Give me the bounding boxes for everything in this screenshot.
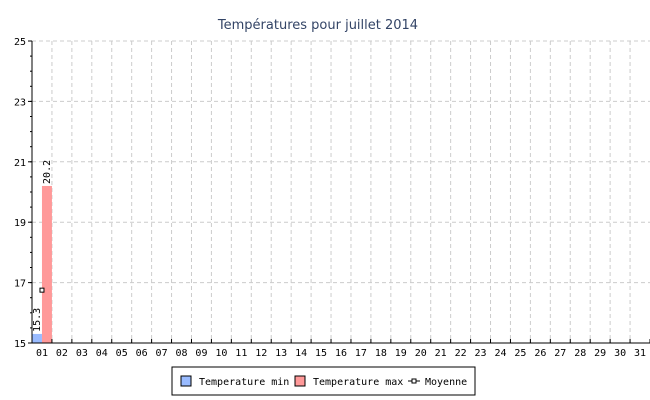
x-tick-label: 02 — [56, 348, 68, 359]
legend-label-max: Temperature max — [313, 377, 403, 388]
x-tick-label: 03 — [76, 348, 88, 359]
x-tick-label: 25 — [514, 348, 526, 359]
x-tick-label: 04 — [96, 348, 108, 359]
x-tick-label: 12 — [255, 348, 267, 359]
x-tick-label: 15 — [315, 348, 327, 359]
y-tick-label: 15 — [14, 339, 26, 350]
x-tick-label: 29 — [594, 348, 606, 359]
y-tick-label: 25 — [14, 37, 26, 48]
x-tick-label: 11 — [235, 348, 247, 359]
x-tick-label: 20 — [415, 348, 427, 359]
x-tick-label: 16 — [335, 348, 347, 359]
data-label-min: 15.3 — [32, 308, 43, 332]
y-tick-label: 23 — [14, 97, 26, 108]
y-tick-label: 21 — [14, 158, 26, 169]
x-tick-label: 10 — [215, 348, 227, 359]
legend: Temperature min Temperature max Moyenne — [171, 366, 476, 396]
legend-swatch-min — [180, 375, 192, 387]
x-tick-label: 27 — [554, 348, 566, 359]
legend-label-min: Temperature min — [199, 377, 289, 388]
x-tick-label: 26 — [534, 348, 546, 359]
y-tick-label: 19 — [14, 218, 26, 229]
x-tick-label: 28 — [574, 348, 586, 359]
legend-marker-moyenne — [411, 378, 417, 384]
x-tick-label: 24 — [494, 348, 506, 359]
x-tick-label: 23 — [475, 348, 487, 359]
point-moyenne — [39, 287, 45, 293]
x-tick-label: 13 — [275, 348, 287, 359]
x-tick-label: 31 — [634, 348, 646, 359]
y-tick-label: 17 — [14, 279, 26, 290]
bar-temperature-min — [32, 333, 42, 343]
x-tick-label: 19 — [395, 348, 407, 359]
x-tick-label: 09 — [195, 348, 207, 359]
x-tick-label: 30 — [614, 348, 626, 359]
data-label-max: 20.2 — [42, 160, 53, 184]
chart-title: Températures pour juillet 2014 — [217, 18, 418, 33]
x-tick-label: 06 — [136, 348, 148, 359]
legend-swatch-max — [294, 375, 306, 387]
x-tick-label: 01 — [36, 348, 48, 359]
x-tick-label: 07 — [156, 348, 168, 359]
legend-label-moyenne: Moyenne — [425, 377, 467, 388]
x-tick-label: 08 — [175, 348, 187, 359]
x-tick-label: 22 — [455, 348, 467, 359]
x-tick-label: 05 — [116, 348, 128, 359]
x-tick-label: 14 — [295, 348, 307, 359]
x-tick-label: 18 — [375, 348, 387, 359]
bar-temperature-max — [41, 185, 52, 343]
x-tick-label: 17 — [355, 348, 367, 359]
x-tick-label: 21 — [435, 348, 447, 359]
